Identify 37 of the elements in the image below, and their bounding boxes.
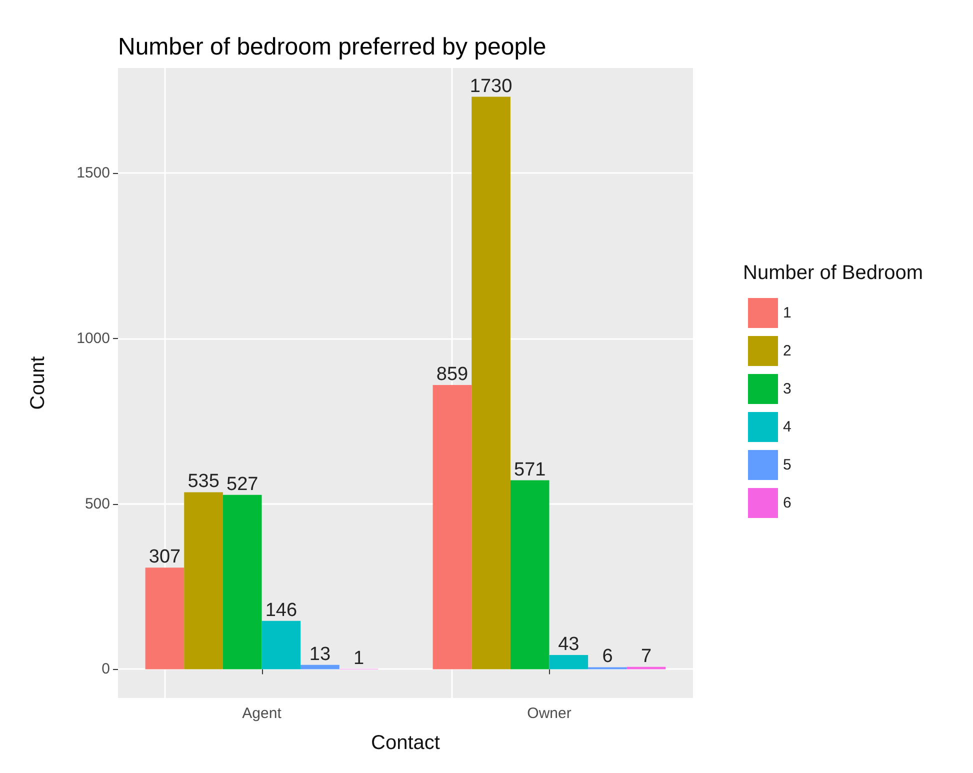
x-tick-label: Agent <box>242 705 282 722</box>
legend-label: 5 <box>783 456 792 474</box>
bar <box>432 384 472 670</box>
legend-title: Number of Bedroom <box>743 262 924 284</box>
data-label: 307 <box>148 546 181 568</box>
x-tick-label: Owner <box>527 705 572 722</box>
legend-label: 6 <box>783 494 792 512</box>
bar <box>549 654 588 670</box>
data-label: 859 <box>436 364 468 385</box>
bar <box>510 480 550 670</box>
y-tick-label: 500 <box>84 495 110 512</box>
bar <box>262 620 301 670</box>
data-label: 1730 <box>470 76 512 97</box>
bar <box>145 568 184 670</box>
data-label: 571 <box>514 459 546 480</box>
y-tick-label: 1000 <box>76 330 110 347</box>
legend-label: 1 <box>783 304 792 322</box>
bar <box>184 492 223 670</box>
y-axis-title: Count <box>27 356 49 410</box>
data-label: 6 <box>602 646 613 668</box>
data-label: 146 <box>265 600 298 621</box>
data-label: 527 <box>226 474 258 495</box>
data-label: 43 <box>558 634 580 655</box>
x-axis-title: Contact <box>371 732 440 754</box>
data-label: 13 <box>309 644 331 665</box>
data-label: 1 <box>353 648 364 669</box>
y-tick-label: 1500 <box>76 164 110 182</box>
data-label: 7 <box>640 646 652 667</box>
legend-label: 3 <box>783 380 792 398</box>
legend-label: 4 <box>783 418 792 436</box>
y-tick-label: 0 <box>102 660 110 678</box>
bar <box>222 494 262 670</box>
chart-title: Number of bedroom preferred by people <box>118 34 546 60</box>
data-label: 535 <box>188 471 220 492</box>
bar <box>300 664 340 670</box>
bar <box>472 96 510 670</box>
legend-label: 2 <box>783 342 792 360</box>
